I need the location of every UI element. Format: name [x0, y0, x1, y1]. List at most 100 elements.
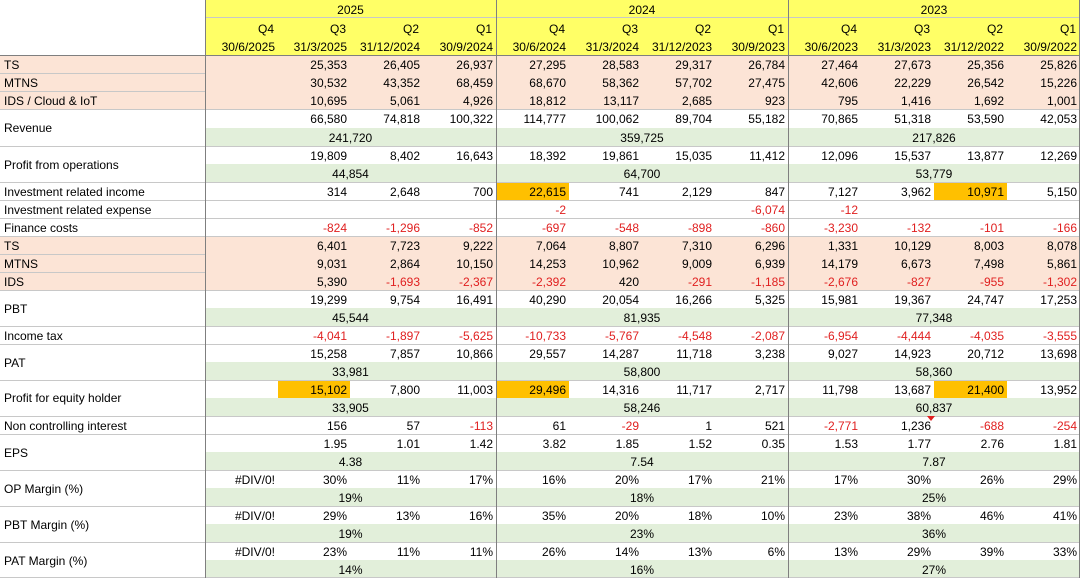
cell-ids_cloud[interactable]: 1,416 [900, 94, 931, 108]
cell-revenue[interactable]: 74,818 [383, 112, 420, 126]
cell-ts2[interactable]: 8,807 [608, 239, 639, 253]
cell-ids2[interactable]: -2,392 [531, 275, 566, 289]
cell-profit_ops[interactable]: 19,809 [310, 149, 347, 163]
total-profit_equity[interactable]: 58,246 [623, 401, 661, 415]
cell-ids_cloud[interactable]: 18,812 [529, 94, 566, 108]
total-eps[interactable]: 4.38 [338, 455, 363, 469]
total-profit_ops[interactable]: 53,779 [915, 167, 953, 181]
cell-mtns[interactable]: 30,532 [310, 76, 347, 90]
cell-mtns2[interactable]: 9,031 [316, 257, 347, 271]
cell-finance_costs[interactable]: -852 [468, 221, 493, 235]
total-pat_margin[interactable]: 27% [921, 563, 947, 577]
cell-mtns2[interactable]: 6,939 [754, 257, 785, 271]
cell-pat_margin[interactable]: 13% [687, 545, 712, 559]
cell-op_margin[interactable]: 21% [760, 473, 785, 487]
cell-ids2[interactable]: -1,693 [385, 275, 420, 289]
cell-pbt[interactable]: 5,325 [754, 293, 785, 307]
cell-pbt_margin[interactable]: 18% [687, 509, 712, 523]
cell-nci[interactable]: 521 [764, 419, 785, 433]
cell-finance_costs[interactable]: -166 [1052, 221, 1077, 235]
cell-ids2[interactable]: -291 [687, 275, 712, 289]
cell-pat_margin[interactable]: 14% [614, 545, 639, 559]
cell-pbt_margin[interactable]: 29% [322, 509, 347, 523]
cell-pbt[interactable]: 19,367 [894, 293, 931, 307]
cell-profit_equity[interactable]: 15,102 [310, 383, 347, 397]
cell-ts[interactable]: 27,673 [894, 58, 931, 72]
cell-profit_equity[interactable]: 14,316 [602, 383, 639, 397]
cell-nci[interactable]: 1,236 [900, 419, 931, 433]
cell-nci[interactable]: 156 [326, 419, 347, 433]
total-revenue[interactable]: 359,725 [620, 131, 664, 145]
cell-mtns2[interactable]: 14,253 [529, 257, 566, 271]
cell-profit_ops[interactable]: 11,412 [749, 149, 785, 163]
cell-finance_costs[interactable]: -860 [760, 221, 785, 235]
cell-ts[interactable]: 25,356 [967, 58, 1004, 72]
cell-ids_cloud[interactable]: 2,685 [681, 94, 712, 108]
cell-profit_ops[interactable]: 8,402 [389, 149, 420, 163]
cell-op_margin[interactable]: 30% [906, 473, 931, 487]
cell-pbt[interactable]: 17,253 [1040, 293, 1077, 307]
cell-ts[interactable]: 27,295 [529, 58, 566, 72]
cell-pbt[interactable]: 24,747 [967, 293, 1004, 307]
cell-mtns2[interactable]: 7,498 [973, 257, 1004, 271]
cell-ids2[interactable]: 420 [618, 275, 639, 289]
cell-op_margin[interactable]: 20% [614, 473, 639, 487]
cell-revenue[interactable]: 51,318 [894, 112, 931, 126]
total-pat[interactable]: 58,800 [623, 365, 661, 379]
cell-revenue[interactable]: 53,590 [967, 112, 1004, 126]
cell-ts[interactable]: 26,405 [383, 58, 420, 72]
cell-profit_equity[interactable]: 13,687 [894, 383, 931, 397]
total-pbt_margin[interactable]: 19% [338, 527, 363, 541]
cell-finance_costs[interactable]: -132 [906, 221, 931, 235]
cell-profit_ops[interactable]: 13,877 [967, 149, 1004, 163]
cell-ts2[interactable]: 8,078 [1046, 239, 1077, 253]
total-eps[interactable]: 7.54 [630, 455, 654, 469]
cell-inv_expense[interactable]: -12 [840, 203, 858, 217]
cell-ts[interactable]: 26,937 [456, 58, 493, 72]
cell-nci[interactable]: 61 [552, 419, 566, 433]
cell-pat[interactable]: 14,287 [602, 347, 639, 361]
cell-pat_margin[interactable]: 33% [1052, 545, 1077, 559]
cell-profit_ops[interactable]: 15,035 [675, 149, 712, 163]
cell-op_margin[interactable]: 17% [687, 473, 712, 487]
cell-ts2[interactable]: 1,331 [827, 239, 858, 253]
total-pbt[interactable]: 81,935 [623, 311, 661, 325]
cell-eps[interactable]: 1.81 [1053, 437, 1077, 451]
cell-ts[interactable]: 27,464 [821, 58, 858, 72]
cell-mtns2[interactable]: 5,861 [1046, 257, 1077, 271]
cell-ts2[interactable]: 7,064 [535, 239, 566, 253]
cell-ids_cloud[interactable]: 13,117 [603, 94, 639, 108]
cell-eps[interactable]: 1.77 [907, 437, 931, 451]
total-pbt_margin[interactable]: 23% [629, 527, 655, 541]
cell-finance_costs[interactable]: -824 [322, 221, 347, 235]
cell-profit_equity[interactable]: 11,798 [822, 383, 858, 397]
cell-pat_margin[interactable]: 39% [979, 545, 1004, 559]
cell-pat[interactable]: 20,712 [967, 347, 1004, 361]
cell-pat[interactable]: 15,258 [310, 347, 347, 361]
cell-profit_equity[interactable]: 7,800 [389, 383, 420, 397]
cell-mtns[interactable]: 27,475 [748, 76, 785, 90]
cell-profit_equity[interactable]: 11,003 [457, 383, 493, 397]
cell-ids_cloud[interactable]: 10,695 [310, 94, 347, 108]
cell-mtns2[interactable]: 9,009 [681, 257, 712, 271]
cell-eps[interactable]: 1.01 [396, 437, 420, 451]
cell-eps[interactable]: 1.53 [834, 437, 858, 451]
total-pat_margin[interactable]: 14% [338, 563, 363, 577]
total-revenue[interactable]: 241,720 [328, 131, 373, 145]
cell-inv_income[interactable]: 2,648 [389, 185, 420, 199]
cell-ts2[interactable]: 6,296 [754, 239, 785, 253]
cell-op_margin[interactable]: 29% [1052, 473, 1077, 487]
cell-mtns[interactable]: 58,362 [602, 76, 639, 90]
cell-ids_cloud[interactable]: 1,001 [1046, 94, 1077, 108]
cell-ids2[interactable]: -2,676 [823, 275, 858, 289]
cell-pbt[interactable]: 16,491 [456, 293, 493, 307]
cell-ts2[interactable]: 9,222 [462, 239, 493, 253]
total-pat_margin[interactable]: 16% [629, 563, 655, 577]
cell-mtns[interactable]: 42,606 [821, 76, 858, 90]
total-profit_ops[interactable]: 44,854 [332, 167, 369, 181]
cell-eps[interactable]: 1.52 [688, 437, 712, 451]
cell-pbt_margin[interactable]: #DIV/0! [234, 509, 275, 523]
cell-pbt_margin[interactable]: 41% [1052, 509, 1077, 523]
cell-revenue[interactable]: 42,053 [1040, 112, 1077, 126]
cell-finance_costs[interactable]: -101 [979, 221, 1004, 235]
